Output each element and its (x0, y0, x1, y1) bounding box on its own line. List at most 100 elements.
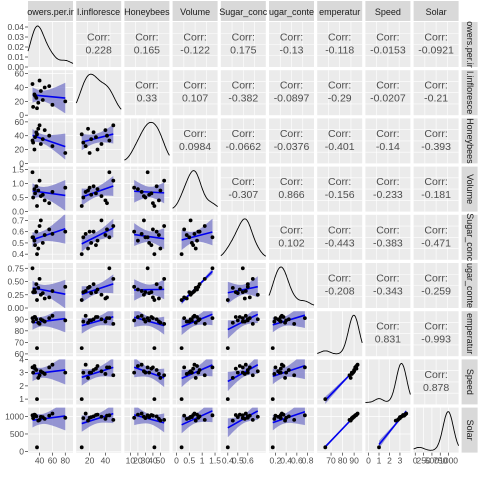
corr-label: Corr: (376, 273, 399, 285)
column-strip (28, 1, 73, 21)
data-point (105, 133, 109, 138)
data-point (188, 317, 193, 322)
y-tick-label: 1000 (5, 411, 24, 421)
data-point (33, 93, 37, 98)
data-point (89, 192, 94, 197)
data-point (237, 315, 242, 319)
panel: Corr:0.866 (269, 166, 314, 212)
data-point (79, 346, 84, 351)
panel: Corr:-0.259 (413, 263, 459, 308)
x-tick-label: 0.5 (183, 456, 195, 466)
data-point (152, 252, 157, 257)
panel (220, 311, 266, 357)
x-tick-label: 250 (417, 456, 431, 466)
column-strip-label: Volume (180, 7, 210, 17)
column-strip-label: Honeybees (124, 7, 170, 17)
corr-label: Corr: (424, 80, 447, 92)
data-point (94, 135, 98, 139)
panel: Corr:-0.0897 (269, 70, 314, 116)
row-strip (461, 166, 478, 212)
panel (124, 263, 170, 309)
y-tick-label: 0.02 (7, 42, 24, 52)
corr-value: -0.0153 (370, 45, 406, 57)
data-point (230, 320, 235, 325)
data-point (210, 365, 215, 370)
panel (317, 359, 363, 405)
corr-value: -0.0921 (418, 45, 454, 57)
data-point (182, 413, 187, 418)
data-point (35, 204, 39, 208)
corr-value: -0.259 (421, 286, 451, 298)
data-point (63, 284, 68, 289)
density-line (365, 362, 411, 403)
data-point (242, 296, 247, 301)
corr-value: -0.393 (421, 141, 451, 153)
panel (76, 214, 122, 260)
data-point (105, 201, 109, 206)
regression-line (32, 94, 66, 99)
panel: Corr:-0.993 (413, 311, 459, 357)
corr-value: 0.107 (182, 93, 208, 105)
data-point (83, 289, 88, 293)
data-point (87, 370, 92, 375)
data-point (193, 376, 198, 380)
panel (28, 70, 73, 116)
data-point (50, 144, 55, 148)
panel: Corr:0.175 (220, 22, 266, 67)
regression-line (227, 285, 258, 294)
x-tick-label: 1.5 (209, 456, 221, 466)
column-strip-label: l.infloresce (77, 7, 120, 17)
data-point (33, 290, 37, 295)
data-point (81, 416, 86, 421)
data-point (94, 315, 98, 319)
corr-label: Corr: (280, 80, 303, 92)
corr-label: Corr: (232, 32, 255, 44)
data-point (152, 204, 157, 208)
panel (172, 263, 218, 309)
confidence-band (272, 311, 305, 333)
data-point (184, 233, 189, 237)
data-point (111, 224, 116, 228)
panel (28, 118, 73, 164)
y-tick-label: 70 (15, 337, 25, 347)
confidence-band (32, 128, 66, 160)
column-strip (76, 1, 122, 21)
data-point (157, 296, 161, 301)
data-point (157, 372, 161, 376)
data-point (191, 243, 196, 248)
data-point (142, 317, 146, 322)
data-point (202, 321, 207, 326)
data-point (355, 362, 360, 367)
regression-line (181, 231, 213, 241)
corr-value: -0.181 (421, 189, 451, 201)
x-tick-label: 30 (141, 456, 151, 466)
corr-label: Corr: (424, 273, 447, 285)
row-strip-label: Sugar_conc (465, 213, 475, 262)
panel-background (365, 359, 411, 405)
panel-background (220, 214, 266, 260)
column-strip-label: ugar_conte (269, 7, 314, 17)
column-strip-label: owers.per.ir (27, 7, 74, 17)
panel: Corr:-0.21 (413, 70, 459, 116)
data-point (149, 290, 154, 295)
data-point (284, 415, 289, 420)
y-tick-label: 20 (15, 96, 25, 106)
y-tick-label: 0.25 (7, 290, 24, 300)
data-point (276, 369, 281, 374)
data-point (210, 266, 215, 271)
corr-label: Corr: (232, 80, 255, 92)
data-point (40, 98, 45, 102)
data-point (63, 415, 68, 420)
data-point (47, 413, 52, 418)
corr-value: 0.165 (134, 45, 160, 57)
x-tick-label: 0 (366, 456, 371, 466)
data-point (107, 138, 112, 143)
corr-value: -0.382 (228, 93, 258, 105)
data-point (30, 413, 35, 418)
data-point (91, 184, 96, 189)
data-point (103, 128, 108, 133)
density-line (220, 218, 267, 257)
data-point (147, 370, 152, 375)
panel (220, 359, 266, 405)
data-point (63, 318, 68, 323)
